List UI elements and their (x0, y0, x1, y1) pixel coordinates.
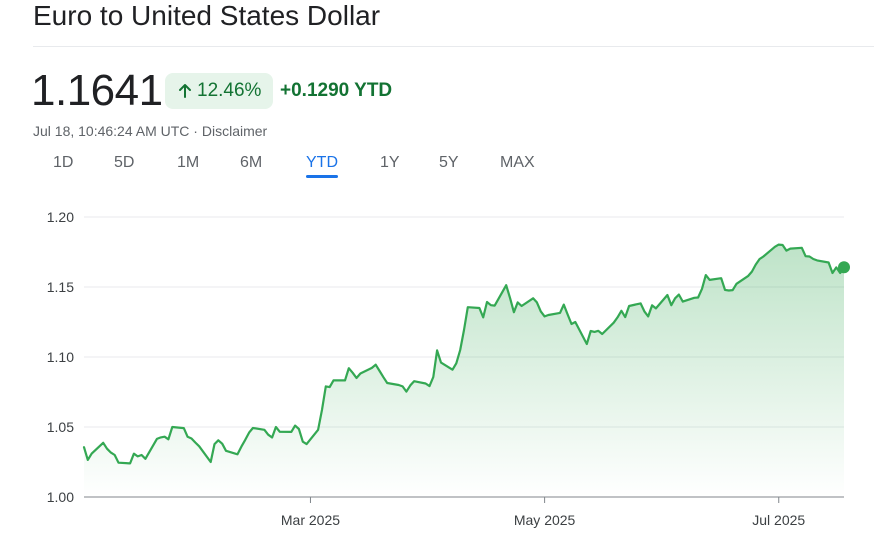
tab-max[interactable]: MAX (500, 154, 535, 171)
header-divider (33, 46, 874, 47)
x-tick-label: Mar 2025 (281, 512, 340, 528)
timestamp-line: Jul 18, 10:46:24 AM UTC · Disclaimer (33, 123, 267, 139)
x-tick-label: May 2025 (514, 512, 576, 528)
change-percent-badge: 12.46% (165, 73, 274, 109)
y-tick-label: 1.15 (47, 279, 74, 295)
tab-1m[interactable]: 1M (177, 154, 200, 171)
timestamp: Jul 18, 10:46:24 AM UTC · (33, 123, 202, 139)
tab-1d[interactable]: 1D (53, 154, 74, 171)
price-chart: 1.00 1.05 1.10 1.15 1.20 Mar 2025 May 2025 Jul … (47, 209, 850, 528)
y-tick-label: 1.00 (47, 489, 74, 505)
area-fill (84, 244, 844, 497)
page-title: Euro to United States Dollar (33, 0, 381, 31)
x-tick-label: Jul 2025 (752, 512, 805, 528)
tab-5y[interactable]: 5Y (439, 154, 459, 171)
current-price: 1.1641 (31, 66, 163, 115)
y-tick-label: 1.10 (47, 349, 74, 365)
disclaimer-link[interactable]: Disclaimer (201, 123, 268, 139)
change-absolute: +0.1290 YTD (280, 80, 393, 101)
change-percent-value: 12.46% (197, 80, 262, 101)
current-value-dot (838, 261, 850, 274)
tab-ytd[interactable]: YTD (306, 154, 338, 178)
y-tick-label: 1.20 (47, 209, 74, 225)
tab-1y[interactable]: 1Y (380, 154, 400, 171)
arrow-up-icon (179, 84, 191, 98)
price-line (82, 243, 846, 465)
tab-6m[interactable]: 6M (240, 154, 263, 171)
tab-5d[interactable]: 5D (114, 154, 135, 171)
y-tick-label: 1.05 (47, 419, 74, 435)
